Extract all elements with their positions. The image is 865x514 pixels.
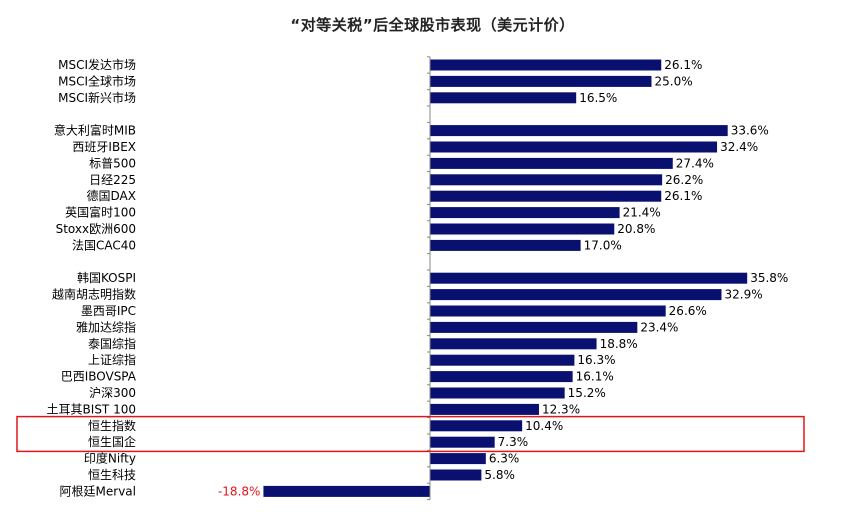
value-label: 17.0% [584,238,622,252]
bar [430,338,597,350]
bar [430,141,718,153]
category-label: 德国DAX [87,188,136,203]
highlight-box [16,415,805,453]
category-label: 墨西哥IPC [81,304,136,318]
value-label: 26.2% [665,173,703,187]
value-label: 15.2% [568,386,606,400]
value-label: 26.6% [669,304,707,318]
category-label: 泰国综指 [88,336,136,351]
value-label: 25.0% [655,74,693,88]
value-label: 5.8% [484,468,515,482]
bar [430,354,575,366]
bar [430,174,663,186]
value-label: 12.3% [542,402,580,416]
category-label: 韩国KOSPI [77,270,136,285]
bar [430,239,581,251]
category-label: 雅加达综指 [76,319,136,334]
bar [430,272,748,284]
category-label: MSCI全球市场 [58,73,136,88]
bar [430,436,495,448]
bar [430,92,577,104]
category-label: 西班牙IBEX [72,140,136,154]
category-label: MSCI新兴市场 [58,90,136,105]
bar [430,190,662,202]
bar [430,305,666,317]
value-label: 16.5% [579,91,617,105]
value-label: 23.4% [640,320,678,334]
category-label: 标普500 [89,156,136,170]
value-label: 6.3% [489,452,520,466]
category-label: 印度Nifty [84,451,136,466]
category-label: 日经225 [89,173,136,187]
bar [430,453,486,465]
bar [430,403,539,415]
category-label: 阿根廷Merval [60,484,136,498]
bar [430,223,615,235]
value-label: 20.8% [617,222,655,236]
value-label: 27.4% [676,156,714,170]
category-label: 英国富时100 [65,205,136,220]
value-label: 10.4% [525,419,563,433]
bar [430,289,722,301]
value-label: 33.6% [731,124,769,138]
value-label: 35.8% [750,271,788,285]
bar [430,469,482,481]
value-label: 21.4% [623,206,661,220]
value-label: 32.4% [720,140,758,154]
category-label: 越南胡志明指数 [52,287,136,302]
bar [430,157,673,169]
category-label: 沪深300 [89,386,136,400]
value-label: -18.8% [218,484,260,498]
bar [430,207,620,219]
category-label: MSCI发达市场 [58,57,136,72]
value-label: 16.1% [576,370,614,384]
category-label: 法国CAC40 [72,238,136,252]
category-label: 意大利富时MIB [54,123,136,138]
bar [430,420,523,432]
category-label: 上证综指 [88,352,136,367]
value-label: 18.8% [600,337,638,351]
chart-title: “对等关税”后全球股市表现（美元计价） [290,16,575,34]
value-label: 32.9% [724,288,762,302]
bar [430,387,565,399]
value-label: 7.3% [498,435,528,449]
category-label: 土耳其BIST 100 [47,402,136,416]
bar [263,485,430,497]
bar [430,59,662,71]
value-label: 16.3% [577,353,615,367]
category-label: 巴西IBOVSPA [61,370,137,384]
bar [430,125,728,137]
category-label: 恒生科技 [88,468,136,482]
category-label: 恒生指数 [88,418,136,433]
bar [430,75,652,87]
category-label: 恒生国企 [88,434,136,449]
value-label: 26.1% [664,189,702,203]
bar [430,321,638,333]
bar [430,371,573,383]
value-label: 26.1% [664,58,702,72]
category-label: Stoxx欧洲600 [56,222,136,236]
